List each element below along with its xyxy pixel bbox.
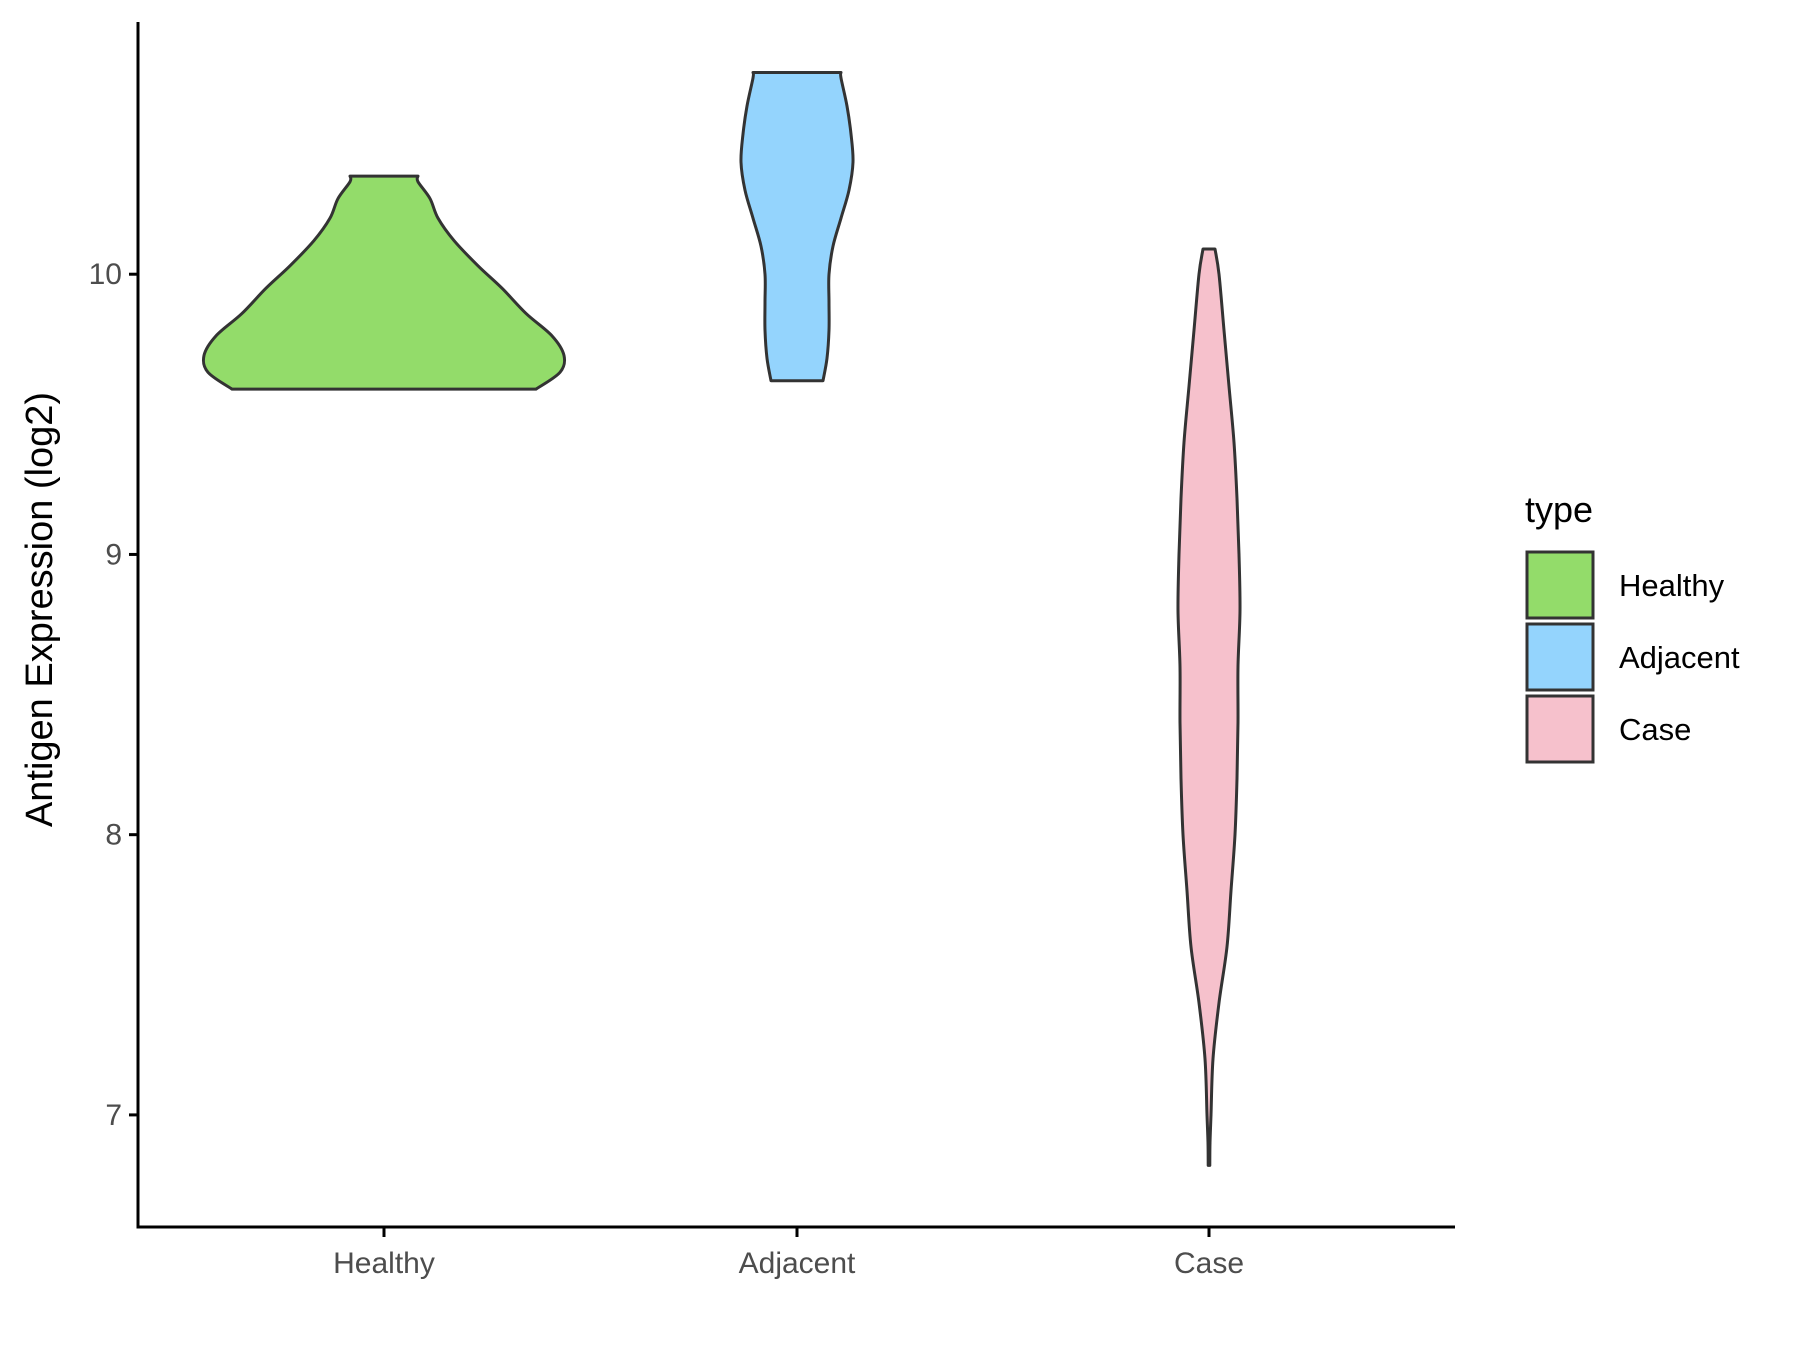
y-tick-label-9: 9 [105,538,122,571]
violin-adjacent [739,70,855,383]
axes: 7 8 9 10 Healthy Adjacent Case [89,22,1455,1280]
legend-entries: Healthy Adjacent Case [1525,550,1740,764]
violin-layer [201,70,1242,1167]
legend-label-healthy: Healthy [1619,568,1725,603]
x-ticks: Healthy Adjacent Case [333,1227,1244,1280]
legend-title: type [1525,489,1593,530]
x-tick-label-case: Case [1174,1247,1244,1280]
y-tick-label-8: 8 [105,819,122,852]
y-ticks: 7 8 9 10 [89,258,138,1132]
legend-key-adjacent [1525,622,1595,692]
y-tick-label-10: 10 [89,258,122,291]
legend-key-case [1525,694,1595,764]
x-tick-label-adjacent: Adjacent [739,1247,856,1280]
legend-label-adjacent: Adjacent [1619,640,1740,675]
y-axis-title: Antigen Expression (log2) [19,392,61,827]
legend: type Healthy Adjacent Case [1525,489,1740,764]
violin-case [1176,247,1242,1167]
legend-key-healthy [1525,550,1595,620]
violin-healthy [201,174,567,391]
x-tick-label-healthy: Healthy [333,1247,435,1280]
legend-label-case: Case [1619,712,1691,747]
y-tick-label-7: 7 [105,1099,122,1132]
